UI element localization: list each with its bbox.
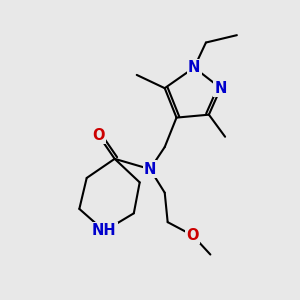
Text: N: N — [188, 60, 200, 75]
Text: N: N — [214, 81, 227, 96]
Text: N: N — [144, 162, 156, 177]
Text: NH: NH — [92, 224, 117, 238]
Text: O: O — [186, 228, 199, 243]
Text: O: O — [92, 128, 105, 143]
